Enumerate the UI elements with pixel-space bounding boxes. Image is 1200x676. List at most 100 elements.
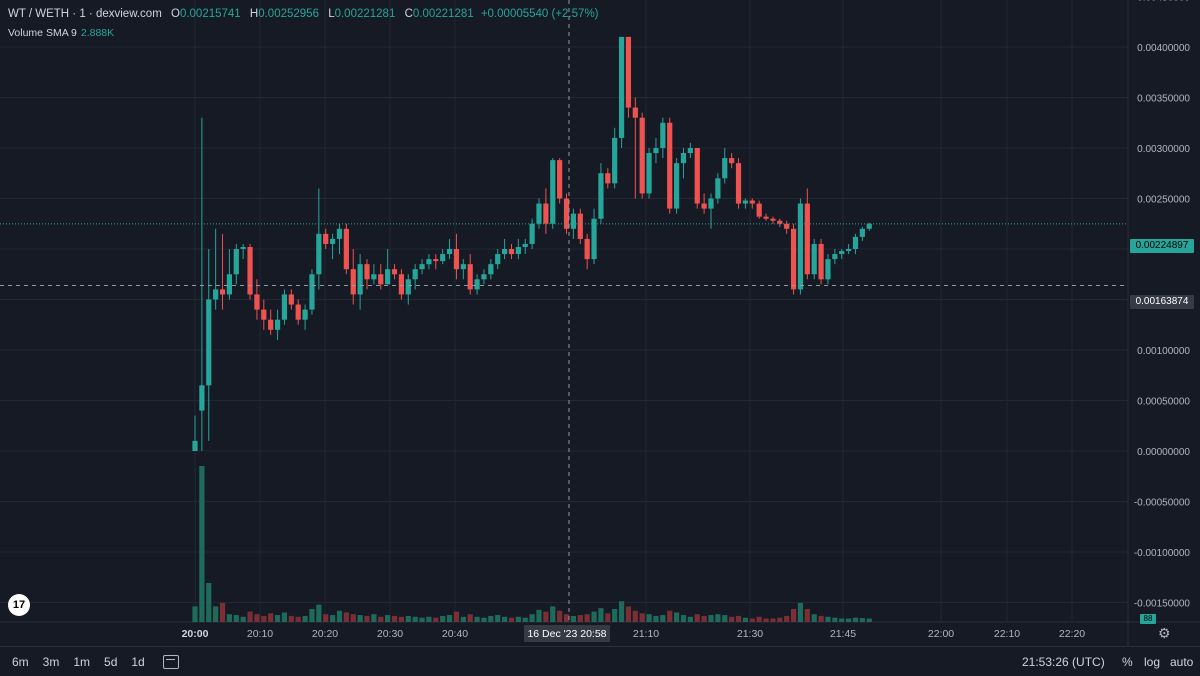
candle-body <box>254 294 260 310</box>
candle-body <box>323 233 329 244</box>
candle-body <box>701 203 707 209</box>
price-chart[interactable]: 0.00450000 0.00400000 0.00350000 0.00300000… <box>0 0 1200 646</box>
candle-body <box>563 198 570 229</box>
ohlc-legend: WT / WETH · 1 · dexview.com O0.00215741 … <box>8 8 599 20</box>
volume-bar <box>687 616 693 622</box>
percent-scale-toggle[interactable]: % <box>1122 654 1133 669</box>
volume-bar <box>467 614 473 622</box>
y-tick-label: 0.00050000 <box>1137 397 1190 408</box>
candle-body <box>859 228 865 237</box>
volume-bar <box>288 615 294 622</box>
y-tick-label: -0.00050000 <box>1134 498 1191 509</box>
volume-bar <box>495 615 501 622</box>
candle-body <box>357 264 363 295</box>
volume-bar <box>625 606 632 622</box>
log-scale-toggle[interactable]: log <box>1144 654 1161 669</box>
utc-clock[interactable]: 21:53:26 (UTC) <box>1022 654 1105 669</box>
tradingview-logo[interactable]: 17 <box>8 594 30 616</box>
volume-bar <box>646 614 652 622</box>
range-5d-button[interactable]: 5d <box>104 654 118 669</box>
volume-bar <box>502 616 508 622</box>
candle-body <box>784 223 790 229</box>
candle-body <box>591 218 597 260</box>
candle-body <box>612 137 618 184</box>
candle-body <box>680 153 687 164</box>
volume-bar <box>770 618 776 622</box>
volume-bar <box>343 612 349 622</box>
low-label: L <box>328 8 335 20</box>
range-6m-button[interactable]: 6m <box>12 654 29 669</box>
candle-body <box>398 274 404 295</box>
volume-bar <box>618 601 625 622</box>
candle-body <box>467 264 473 290</box>
candle-body <box>330 238 336 244</box>
candle-body <box>460 264 466 270</box>
volume-bar <box>818 615 824 622</box>
volume-bar <box>385 615 391 622</box>
candle-body <box>446 249 453 255</box>
volume-bar <box>433 617 439 622</box>
volume-bar <box>680 615 687 622</box>
volume-bar <box>832 617 838 622</box>
candle-body <box>274 319 281 330</box>
candle-body <box>577 213 583 239</box>
volume-bar <box>281 612 288 622</box>
volume-bar <box>323 614 329 622</box>
candle-body <box>481 274 487 280</box>
volume-bar <box>591 611 597 622</box>
bottom-toolbar: 6m 3m 1m 5d 1d 21:53:26 (UTC) % log auto <box>0 646 1200 676</box>
candle-body <box>522 243 528 247</box>
settings-gear-icon[interactable]: ⚙ <box>1158 625 1171 641</box>
volume-bar <box>440 615 446 622</box>
candle-body <box>495 254 501 265</box>
volume-bar <box>557 610 563 622</box>
volume-bar <box>453 611 460 622</box>
volume-bar <box>846 618 852 622</box>
candle-body <box>412 269 418 280</box>
volume-bar <box>694 614 700 622</box>
candle-body <box>336 228 343 239</box>
y-tick-label: -0.00150000 <box>1134 599 1191 610</box>
volume-bar <box>474 616 480 622</box>
go-to-date-calendar-icon[interactable] <box>162 654 179 669</box>
volume-bar <box>742 617 748 622</box>
crosshair-price-tag: 0.00163874 <box>1130 295 1194 309</box>
candle-body <box>866 223 872 229</box>
volume-legend: Volume SMA 9 2.888K <box>8 27 114 39</box>
volume-bar <box>550 606 556 622</box>
volume-bar <box>763 618 769 622</box>
candle-body <box>453 249 460 270</box>
volume-bar <box>391 615 398 622</box>
volume-bar <box>295 616 301 622</box>
volume-tag: 88 <box>1140 614 1156 624</box>
volume-bar <box>357 615 363 622</box>
volume-bar <box>219 602 226 622</box>
y-tick-label: 0.00100000 <box>1137 346 1190 357</box>
candle-body <box>281 294 288 320</box>
candle-body <box>316 233 322 275</box>
crosshair-time-label: 16 Dec '23 20:58 <box>527 628 606 640</box>
high-value: 0.00252956 <box>258 8 319 20</box>
candle-body <box>213 289 219 300</box>
volume-bar <box>268 613 274 622</box>
volume-bar <box>790 609 797 622</box>
candle-body <box>715 178 721 199</box>
volume-bar <box>515 616 521 622</box>
range-1m-button[interactable]: 1m <box>73 654 91 669</box>
candle-body <box>839 251 845 255</box>
volume-bar <box>866 618 872 622</box>
volume-value: 2.888K <box>80 27 115 39</box>
x-tick-label: 21:30 <box>737 628 763 640</box>
range-3m-button[interactable]: 3m <box>42 654 60 669</box>
candle-body <box>694 148 700 204</box>
x-tick-label: 20:00 <box>182 628 209 640</box>
candle-body <box>364 264 370 280</box>
volume-bar <box>364 615 370 622</box>
volume-bar <box>426 616 432 622</box>
volume-bar <box>240 616 246 622</box>
volume-bar <box>735 615 742 622</box>
x-tick-label: 22:20 <box>1059 628 1085 640</box>
volume-bar <box>446 615 453 622</box>
range-1d-button[interactable]: 1d <box>131 654 145 669</box>
auto-scale-toggle[interactable]: auto <box>1170 654 1194 669</box>
